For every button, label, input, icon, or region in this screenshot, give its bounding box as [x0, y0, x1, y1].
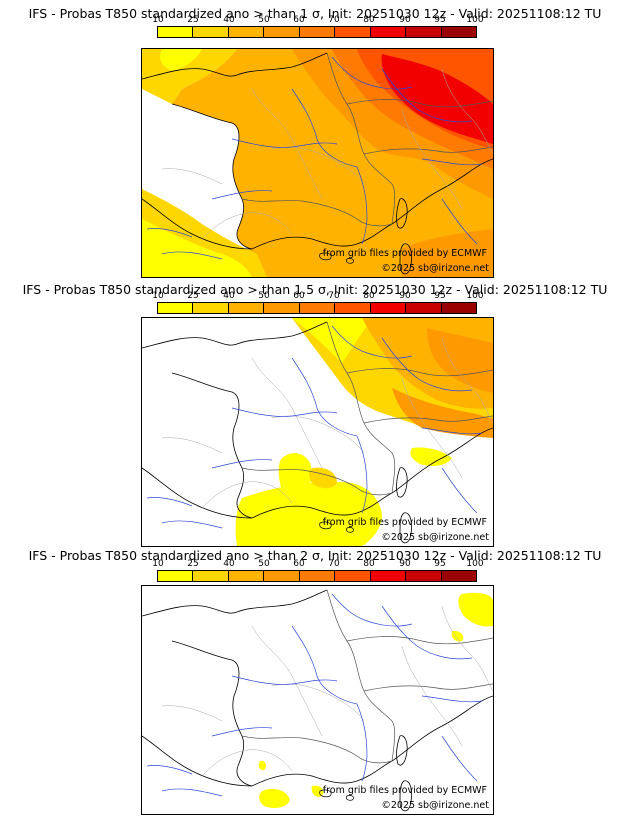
colorbar-label: 50 [258, 291, 270, 301]
colorbar-label: 25 [187, 15, 199, 25]
colorbar-label: 10 [152, 15, 164, 25]
panel-title: IFS - Probas T850 standardized ano > tha… [28, 548, 602, 563]
colorbar-cell [228, 571, 265, 581]
colorbar-cell [406, 571, 442, 581]
colorbar-label: 80 [363, 291, 375, 301]
panel-title: IFS - Probas T850 standardized ano > tha… [22, 282, 608, 297]
prob-zone-10 [160, 49, 202, 71]
colorbar-cell [264, 571, 300, 581]
colorbar-cell [335, 571, 371, 581]
prob-zone-10 [458, 592, 493, 627]
colorbar-label: 40 [223, 291, 235, 301]
colorbar-label: 80 [363, 559, 375, 569]
source-credit: from grib files provided by ECMWF [322, 785, 487, 796]
colorbar-cell [406, 303, 442, 313]
colorbar [157, 26, 477, 38]
probability-map: from grib files provided by ECMWF ©2025 … [141, 317, 494, 547]
panel-title: IFS - Probas T850 standardized ano > tha… [28, 6, 602, 21]
colorbar-label: 100 [466, 291, 484, 301]
colorbar-label: 70 [328, 15, 340, 25]
prob-zone-50 [427, 328, 493, 393]
colorbar-label: 100 [466, 559, 484, 569]
map-panel-2: IFS - Probas T850 standardized ano > tha… [0, 276, 630, 547]
colorbar-label: 100 [466, 15, 484, 25]
colorbar-label: 70 [328, 291, 340, 301]
colorbar [157, 570, 477, 582]
prob-zone-10 [142, 219, 252, 277]
colorbar-label: 90 [399, 559, 411, 569]
colorbar-label: 10 [152, 291, 164, 301]
colorbar-cell [193, 303, 229, 313]
colorbar-cell [264, 303, 300, 313]
colorbar-cell [264, 27, 300, 37]
copyright: ©2025 sb@irizone.net [381, 532, 489, 543]
colorbar-labels: 10 25 40 50 60 70 80 90 95 100 [152, 291, 483, 301]
colorbar-label: 10 [152, 559, 164, 569]
prob-zone-10 [311, 785, 324, 797]
colorbar-cell [299, 27, 336, 37]
colorbar-label: 95 [434, 559, 446, 569]
colorbar-label: 90 [399, 291, 411, 301]
map-panel-3: IFS - Probas T850 standardized ano > tha… [0, 546, 630, 816]
prob-zone-10 [259, 788, 290, 808]
colorbar-labels: 10 25 40 50 60 70 80 90 95 100 [152, 559, 483, 569]
colorbar-label: 60 [293, 15, 305, 25]
colorbar-label: 70 [328, 559, 340, 569]
prob-zone-10 [292, 318, 372, 363]
colorbar-cell [370, 571, 407, 581]
colorbar-cell [335, 303, 371, 313]
map-canvas [142, 49, 493, 277]
prob-zone-50 [402, 229, 493, 277]
colorbar-label: 25 [187, 291, 199, 301]
colorbar-label: 90 [399, 15, 411, 25]
prob-zone-10 [258, 760, 267, 771]
prob-zone-40 [268, 219, 387, 277]
colorbar-cell [441, 303, 476, 313]
copyright: ©2025 sb@irizone.net [381, 800, 489, 811]
colorbar-label: 25 [187, 559, 199, 569]
colorbar-label: 40 [223, 15, 235, 25]
colorbar-cell [193, 27, 229, 37]
colorbar-cell [158, 303, 194, 313]
colorbar-label: 60 [293, 559, 305, 569]
colorbar-cell [228, 27, 265, 37]
colorbar-label: 95 [434, 15, 446, 25]
source-credit: from grib files provided by ECMWF [322, 517, 487, 528]
copyright: ©2025 sb@irizone.net [381, 263, 489, 274]
map-canvas [142, 318, 493, 546]
colorbar-cell [299, 303, 336, 313]
colorbar-cell [406, 27, 442, 37]
colorbar-cell [335, 27, 371, 37]
probability-map: from grib files provided by ECMWF ©2025 … [141, 585, 494, 815]
colorbar-label: 80 [363, 15, 375, 25]
colorbar-cell [370, 27, 407, 37]
source-credit: from grib files provided by ECMWF [322, 248, 487, 259]
map-canvas [142, 589, 493, 812]
prob-zone-50 [392, 388, 493, 438]
colorbar-label: 50 [258, 15, 270, 25]
prob-zone-10 [451, 630, 464, 642]
colorbar-label: 95 [434, 291, 446, 301]
colorbar-label: 60 [293, 291, 305, 301]
prob-zone-10 [410, 447, 452, 466]
colorbar-cell [441, 571, 476, 581]
colorbar-cell [158, 571, 194, 581]
prob-zone-10 [235, 481, 382, 546]
colorbar-cell [441, 27, 476, 37]
colorbar-labels: 10 25 40 50 60 70 80 90 95 100 [152, 15, 483, 25]
colorbar-cell [158, 27, 194, 37]
colorbar-cell [228, 303, 265, 313]
colorbar [157, 302, 477, 314]
colorbar-cell [370, 303, 407, 313]
colorbar-cell [299, 571, 336, 581]
colorbar-cell [193, 571, 229, 581]
colorbar-label: 40 [223, 559, 235, 569]
probability-map: from grib files provided by ECMWF ©2025 … [141, 48, 494, 278]
map-panel-1: IFS - Probas T850 standardized ano > tha… [0, 0, 630, 278]
colorbar-label: 50 [258, 559, 270, 569]
